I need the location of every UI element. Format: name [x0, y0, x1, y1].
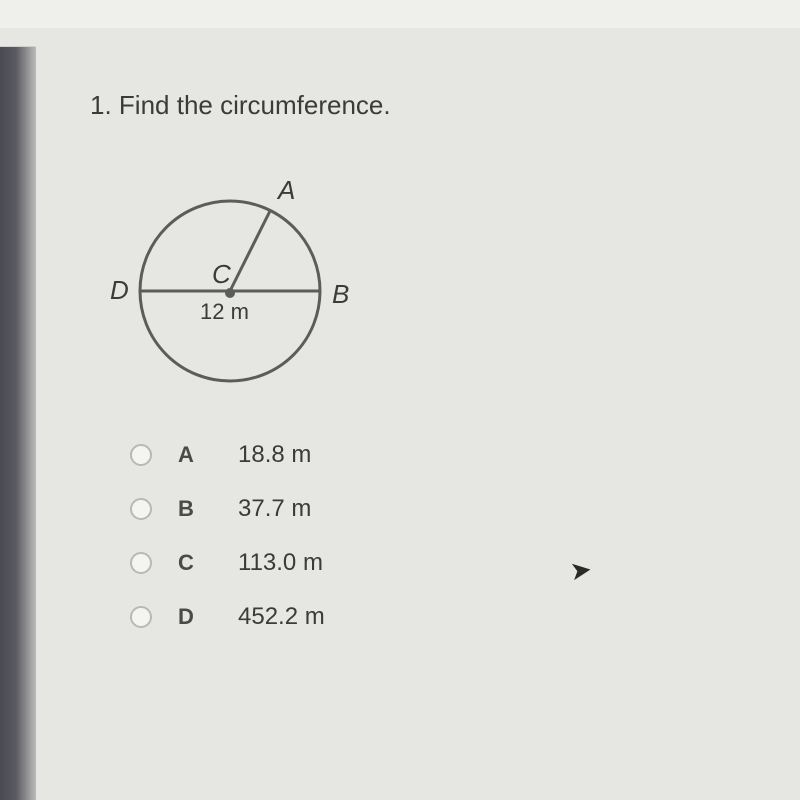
choice-a[interactable]: A 18.8 m	[130, 441, 740, 469]
choice-c-text: 113.0 m	[238, 549, 323, 577]
question-block: 1. Find the circumference. A B D C 12 m …	[90, 90, 740, 657]
point-b-label: B	[332, 279, 349, 309]
cursor-icon: ➤	[568, 554, 594, 588]
answer-choices: A 18.8 m B 37.7 m C 113.0 m D 452.2 m	[130, 441, 740, 631]
choice-c-letter: C	[178, 550, 218, 576]
question-text: Find the circumference.	[119, 90, 391, 120]
choice-c[interactable]: C 113.0 m	[130, 549, 740, 577]
choice-b-letter: B	[178, 496, 218, 522]
choice-b-text: 37.7 m	[238, 495, 311, 523]
choice-b[interactable]: B 37.7 m	[130, 495, 740, 523]
choice-d-letter: D	[178, 604, 218, 630]
choice-a-text: 18.8 m	[238, 441, 311, 469]
radius-line	[230, 211, 270, 291]
question-number: 1.	[90, 90, 112, 120]
radio-a[interactable]	[130, 444, 152, 466]
diagram-svg: A B D C 12 m	[100, 171, 360, 401]
radio-b[interactable]	[130, 498, 152, 520]
choice-d[interactable]: D 452.2 m	[130, 603, 740, 631]
window-top-strip	[0, 0, 800, 29]
radio-d[interactable]	[130, 606, 152, 628]
radius-value: 12 m	[200, 299, 249, 324]
choice-d-text: 452.2 m	[238, 603, 325, 631]
center-dot	[225, 288, 235, 298]
circle-diagram: A B D C 12 m	[100, 171, 360, 401]
window-sub-strip	[0, 28, 800, 47]
radio-c[interactable]	[130, 552, 152, 574]
point-d-label: D	[110, 275, 129, 305]
center-label: C	[212, 259, 231, 289]
point-a-label: A	[276, 175, 295, 205]
question-prompt: 1. Find the circumference.	[90, 90, 740, 121]
choice-a-letter: A	[178, 442, 218, 468]
